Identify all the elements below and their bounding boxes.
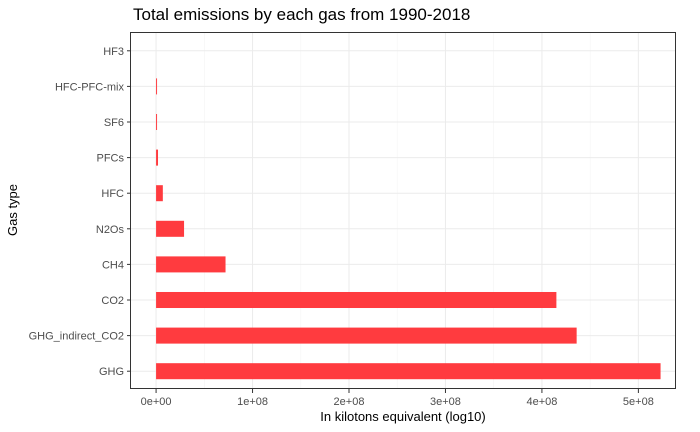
y-tick-label: GHG_indirect_CO2 <box>29 331 124 343</box>
x-tick-label: 0e+00 <box>141 396 172 408</box>
bar-sf6 <box>156 113 158 131</box>
x-tick-label: 4e+08 <box>526 396 557 408</box>
bar-co2 <box>156 291 557 309</box>
bar-pfcs <box>156 149 159 166</box>
y-tick-label: SF6 <box>104 117 124 129</box>
bar-ch4 <box>156 256 226 273</box>
y-axis-title: Gas type <box>5 184 20 236</box>
x-tick-label: 2e+08 <box>334 396 365 408</box>
x-tick-label: 1e+08 <box>237 396 268 408</box>
y-tick-label: PFCs <box>97 153 125 165</box>
y-tick-label: N2Os <box>96 224 125 236</box>
y-tick-label: CH4 <box>102 259 124 271</box>
panel-border <box>130 32 676 389</box>
bar-ghg-indirect-co2 <box>156 327 577 344</box>
x-axis: 0e+00 1e+08 2e+08 3e+08 4e+08 5e+08 <box>141 389 654 408</box>
chart-title: Total emissions by each gas from 1990-20… <box>133 5 470 24</box>
x-tick-label: 5e+08 <box>623 396 654 408</box>
y-tick-label: HFC-PFC-mix <box>55 81 125 93</box>
y-tick-label: CO2 <box>101 295 124 307</box>
bar-ghg <box>156 363 661 380</box>
y-tick-label: HFC <box>101 188 124 200</box>
y-tick-label: HF3 <box>103 46 124 58</box>
y-tick-label: GHG <box>99 366 124 378</box>
bar-hfc-pfc-mix <box>156 78 158 95</box>
x-axis-title: In kilotons equivalent (log10) <box>320 409 486 424</box>
bar-n2os <box>156 220 185 237</box>
x-tick-label: 3e+08 <box>430 396 461 408</box>
bar-hfc <box>156 185 163 202</box>
bars <box>156 78 661 380</box>
y-axis: GHG GHG_indirect_CO2 CO2 CH4 N2Os HFC PFCs SF6 H… <box>29 46 131 378</box>
